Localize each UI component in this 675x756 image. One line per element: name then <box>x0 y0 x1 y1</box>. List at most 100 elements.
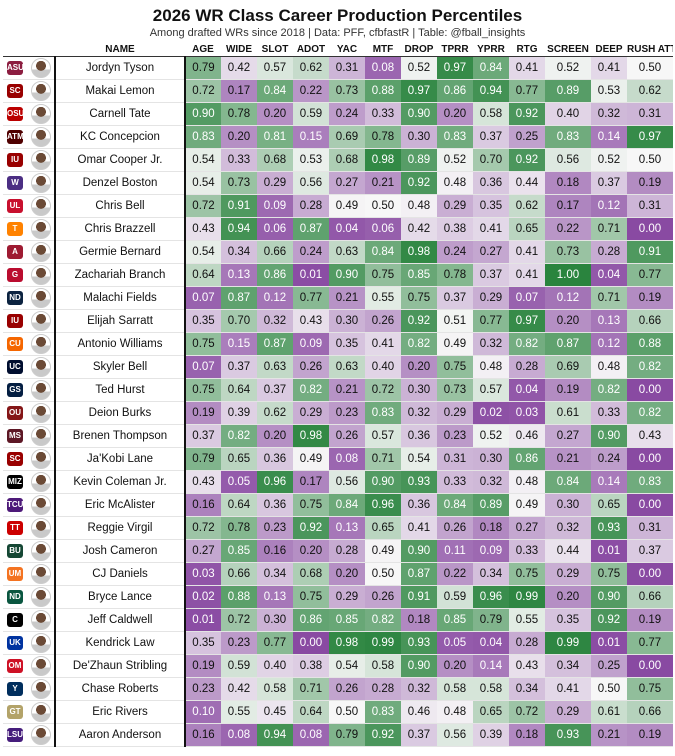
team-logo: OM <box>3 654 27 678</box>
team-logo: OU <box>3 401 27 425</box>
percentile-cell-age: 0.03 <box>185 562 221 586</box>
percentile-cell-age: 0.75 <box>185 378 221 402</box>
column-header-tprr: TPRR <box>437 42 473 57</box>
percentile-cell-drop: 0.36 <box>401 424 437 448</box>
percentile-cell-age: 0.27 <box>185 539 221 563</box>
percentile-cell-screen: 0.22 <box>545 217 591 241</box>
percentile-cell-age: 0.02 <box>185 585 221 609</box>
percentile-cell-mtf: 0.96 <box>365 493 401 517</box>
percentile-cell-mtf: 0.55 <box>365 286 401 310</box>
percentile-cell-yprr: 0.32 <box>473 470 509 494</box>
percentile-cell-rush-att: 0.19 <box>627 723 673 747</box>
table-row: TCU Eric McAlister 0.16 0.64 0.36 0.75 0.84 0.9… <box>3 493 673 517</box>
percentile-cell-rtg: 0.27 <box>509 516 545 540</box>
percentile-cell-tprr: 0.59 <box>437 585 473 609</box>
percentile-cell-deep: 0.37 <box>591 171 627 195</box>
headshot-header <box>27 42 55 57</box>
percentile-cell-rtg: 0.41 <box>509 240 545 264</box>
percentile-cell-yac: 0.04 <box>329 217 365 241</box>
percentile-cell-mtf: 0.99 <box>365 631 401 655</box>
percentile-cell-yprr: 0.52 <box>473 424 509 448</box>
percentile-cell-wide: 0.13 <box>221 263 257 287</box>
percentile-cell-slot: 0.94 <box>257 723 293 747</box>
team-logo: MIZ <box>3 470 27 494</box>
column-header-name: NAME <box>55 42 185 57</box>
team-logo-icon: UL <box>7 199 23 213</box>
percentile-cell-yac: 0.50 <box>329 700 365 724</box>
player-headshot <box>27 516 56 540</box>
player-name: Eric McAlister <box>55 493 186 517</box>
percentile-cell-age: 0.07 <box>185 355 221 379</box>
percentile-cell-tprr: 0.37 <box>437 286 473 310</box>
percentile-cell-age: 0.10 <box>185 700 221 724</box>
team-logo: C <box>3 608 27 632</box>
team-logo: ND <box>3 585 27 609</box>
team-logo: IU <box>3 148 27 172</box>
percentile-cell-age: 0.54 <box>185 171 221 195</box>
table-row: G Zachariah Branch 0.64 0.13 0.86 0.01 0.90 0.7… <box>3 263 673 287</box>
percentile-cell-age: 0.19 <box>185 654 221 678</box>
percentile-cell-yprr: 0.35 <box>473 194 509 218</box>
percentile-cell-tprr: 0.24 <box>437 240 473 264</box>
avatar <box>30 426 51 446</box>
percentile-cell-tprr: 0.48 <box>437 700 473 724</box>
percentile-cell-yprr: 0.48 <box>473 355 509 379</box>
percentile-cell-age: 0.54 <box>185 240 221 264</box>
column-header-mtf: MTF <box>365 42 401 57</box>
percentile-cell-tprr: 0.52 <box>437 148 473 172</box>
percentile-cell-mtf: 0.57 <box>365 424 401 448</box>
avatar <box>30 127 51 147</box>
percentile-cell-slot: 0.06 <box>257 217 293 241</box>
percentile-cell-wide: 0.94 <box>221 217 257 241</box>
percentile-cell-drop: 0.89 <box>401 148 437 172</box>
avatar <box>30 403 51 423</box>
percentile-cell-mtf: 0.06 <box>365 217 401 241</box>
team-logo-icon: OU <box>7 406 23 420</box>
percentile-cell-wide: 0.15 <box>221 332 257 356</box>
player-name: Antonio Williams <box>55 332 186 356</box>
avatar <box>30 242 51 262</box>
percentile-cell-age: 0.37 <box>185 424 221 448</box>
player-headshot <box>27 332 56 356</box>
team-logo: OSU <box>3 102 27 126</box>
percentile-cell-rtg: 0.46 <box>509 424 545 448</box>
player-headshot <box>27 401 56 425</box>
percentile-cell-screen: 0.69 <box>545 355 591 379</box>
percentile-cell-rtg: 0.62 <box>509 194 545 218</box>
percentile-cell-tprr: 0.05 <box>437 631 473 655</box>
team-logo-icon: W <box>7 176 23 190</box>
percentile-cell-rush-att: 0.31 <box>627 102 673 126</box>
percentile-cell-rush-att: 0.31 <box>627 516 673 540</box>
percentile-cell-yac: 0.26 <box>329 424 365 448</box>
percentile-cell-wide: 0.42 <box>221 56 257 80</box>
percentile-cell-adot: 0.20 <box>293 539 329 563</box>
player-name: Germie Bernard <box>55 240 186 264</box>
percentile-cell-rtg: 0.97 <box>509 309 545 333</box>
chart-title: 2026 WR Class Career Production Percenti… <box>152 6 523 25</box>
percentile-cell-mtf: 0.21 <box>365 171 401 195</box>
percentile-cell-yac: 0.90 <box>329 263 365 287</box>
percentile-cell-screen: 0.52 <box>545 56 591 80</box>
percentile-cell-yprr: 0.09 <box>473 539 509 563</box>
percentile-cell-deep: 0.71 <box>591 217 627 241</box>
team-logo: W <box>3 171 27 195</box>
table-row: IU Omar Cooper Jr. 0.54 0.33 0.68 0.53 0.68 0.9… <box>3 148 673 172</box>
percentile-cell-slot: 0.20 <box>257 424 293 448</box>
player-headshot <box>27 148 56 172</box>
percentile-cell-screen: 0.30 <box>545 493 591 517</box>
percentile-cell-rush-att: 0.19 <box>627 608 673 632</box>
percentile-cell-yprr: 0.02 <box>473 401 509 425</box>
percentile-cell-wide: 0.70 <box>221 309 257 333</box>
table-row: Y Chase Roberts 0.23 0.42 0.58 0.71 0.26 0.28 0.… <box>3 677 673 701</box>
percentile-cell-wide: 0.08 <box>221 723 257 747</box>
percentile-cell-deep: 0.13 <box>591 309 627 333</box>
percentile-cell-yprr: 0.36 <box>473 171 509 195</box>
percentile-cell-rush-att: 0.00 <box>627 562 673 586</box>
percentile-cell-mtf: 0.26 <box>365 309 401 333</box>
percentile-cell-slot: 0.09 <box>257 194 293 218</box>
avatar <box>30 173 51 193</box>
percentile-cell-rush-att: 0.19 <box>627 286 673 310</box>
chart-subtitle: Among drafted WRs since 2018 | Data: PFF… <box>149 27 526 39</box>
percentile-cell-tprr: 0.29 <box>437 401 473 425</box>
percentile-cell-yprr: 0.94 <box>473 79 509 103</box>
